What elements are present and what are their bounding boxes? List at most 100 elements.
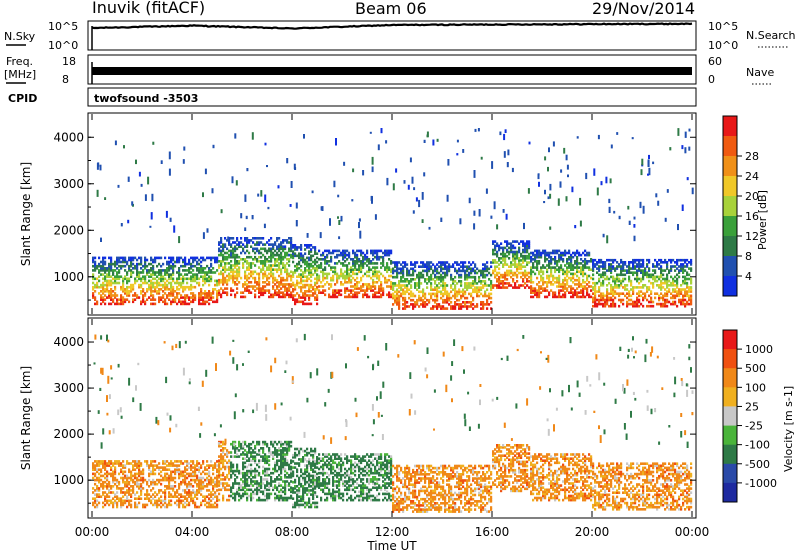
heatmap-cell-2549 <box>474 280 477 283</box>
heatmap-cell-3809 <box>676 294 679 298</box>
heatmap-cell-191 <box>122 491 125 494</box>
heatmap-cell-3525 <box>628 294 631 298</box>
heatmap-cell-1886 <box>370 276 373 280</box>
heatmap-cell-1490 <box>306 246 309 249</box>
heatmap-cell-3182 <box>572 255 575 259</box>
heatmap-cell-3675 <box>652 273 655 277</box>
heatmap-cell-371 <box>152 482 155 486</box>
heatmap-cell-998 <box>244 239 247 242</box>
heatmap-cell-905 <box>232 276 235 280</box>
heatmap-cell-704 <box>206 478 209 482</box>
heatmap-cell-849 <box>224 264 227 267</box>
heatmap-cell-3499 <box>622 269 625 272</box>
heatmap-cell-2827 <box>520 271 523 275</box>
heatmap-cell-2416 <box>454 296 457 300</box>
heatmap-cell-2953 <box>538 281 541 284</box>
heatmap-cell-3386 <box>604 265 607 268</box>
heatmap-cell-175 <box>120 503 123 507</box>
heatmap-cell-2724 <box>504 273 507 277</box>
heatmap-cell-2200 <box>420 298 423 302</box>
heatmap-cell-3791 <box>672 281 675 285</box>
heatmap-cell-1062 <box>254 270 257 274</box>
heatmap-cell-3471 <box>618 292 621 295</box>
velocity-heatmap <box>92 333 694 513</box>
heatmap-cell-2992 <box>544 258 547 261</box>
heatmap-cell-3367 <box>602 284 605 287</box>
heatmap-cell-222 <box>126 298 129 301</box>
heatmap-cell-2986 <box>544 295 547 299</box>
heatmap-cell-1965 <box>382 274 385 278</box>
heatmap-cell-1841 <box>362 274 365 278</box>
heatmap-cell-3389 <box>606 302 609 306</box>
heatmap-cell-2880 <box>528 286 531 289</box>
heatmap-cell-659 <box>198 480 201 484</box>
heatmap-cell-639 <box>196 505 199 509</box>
heatmap-cell-2858 <box>524 257 527 260</box>
heatmap-cell-331 <box>144 497 147 500</box>
heatmap-cell-32 <box>96 277 99 281</box>
heatmap-cell-2437 <box>456 261 459 264</box>
power-heatmap <box>92 128 694 310</box>
heatmap-cell-3125 <box>564 270 567 274</box>
heatmap-cell-3078 <box>558 281 561 284</box>
heatmap-cell-2542 <box>472 267 475 271</box>
heatmap-cell-2010 <box>390 274 393 278</box>
heatmap-cell-3255 <box>584 281 587 284</box>
heatmap-cell-1414 <box>298 285 301 289</box>
heatmap-cell-3823 <box>678 298 681 302</box>
heatmap-cell-3975 <box>117 184 120 188</box>
heatmap-cell-670 <box>200 487 203 490</box>
heatmap-cell-496 <box>174 501 177 505</box>
heatmap-cell-3821 <box>676 258 679 262</box>
heatmap-cell-1970 <box>382 255 385 259</box>
heatmap-cell-1767 <box>352 293 355 297</box>
heatmap-cell-3176 <box>572 276 575 280</box>
heatmap-cell-38 <box>96 462 99 465</box>
heatmap-cell-159 <box>116 300 119 304</box>
heatmap-cell-213 <box>126 505 129 509</box>
heatmap-cell-573 <box>186 497 189 500</box>
heatmap-cell-887 <box>230 287 233 290</box>
heatmap-cell-2652 <box>492 248 495 252</box>
heatmap-cell-2124 <box>406 278 409 281</box>
heatmap-cell-2262 <box>430 286 433 289</box>
heatmap-cell-3596 <box>638 269 641 272</box>
heatmap-cell-2744 <box>506 244 509 248</box>
heatmap-cell-742 <box>208 279 211 283</box>
heatmap-cell-2241 <box>426 269 429 273</box>
heatmap-cell-252 <box>130 273 133 276</box>
heatmap-cell-2074 <box>400 294 403 298</box>
heatmap-cell-1003 <box>246 283 249 286</box>
heatmap-cell-2092 <box>402 288 405 291</box>
heatmap-cell-2523 <box>470 286 473 289</box>
heatmap-cell-539 <box>176 277 179 281</box>
heatmap-cell-1329 <box>286 241 289 244</box>
heatmap-cell-2485 <box>464 278 467 281</box>
heatmap-cell-707 <box>206 468 209 471</box>
heatmap-cell-778 <box>218 498 221 502</box>
heatmap-cell-834 <box>222 258 225 261</box>
heatmap-cell-893 <box>230 264 233 267</box>
heatmap-cell-2688 <box>498 267 501 271</box>
heatmap-cell-1480 <box>306 290 309 293</box>
heatmap-cell-44 <box>100 302 103 306</box>
heatmap-cell-3769 <box>668 279 671 283</box>
heatmap-cell-1150 <box>266 274 269 278</box>
heatmap-cell-299 <box>138 474 141 478</box>
heatmap-cell-473 <box>170 503 173 507</box>
heatmap-cell-766 <box>212 288 215 291</box>
heatmap-cell-168 <box>118 482 121 486</box>
heatmap-cell-2409 <box>452 278 455 281</box>
heatmap-cell-2066 <box>398 290 401 294</box>
heatmap-cell-1187 <box>270 249 273 253</box>
heatmap-cell-464 <box>168 485 171 488</box>
heatmap-cell-748 <box>212 466 215 469</box>
heatmap-cell-2833 <box>520 252 523 256</box>
heatmap-cell-3171 <box>572 295 575 299</box>
heatmap-cell-3678 <box>652 263 655 266</box>
heatmap-cell-250 <box>130 283 133 287</box>
heatmap-cell-815 <box>220 260 223 263</box>
heatmap-cell-950 <box>236 247 239 251</box>
heatmap-cell-3740 <box>664 292 667 295</box>
heatmap-cell-3714 <box>660 281 663 285</box>
